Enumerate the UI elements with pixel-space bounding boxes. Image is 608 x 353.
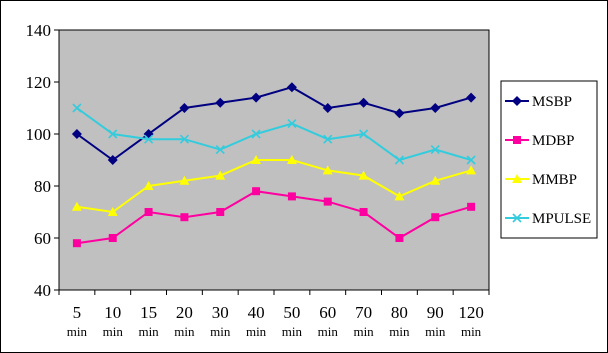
x-tick-label: 120 [458,303,484,322]
x-tick-unit: min [246,324,267,339]
y-tick-label: 80 [34,177,51,196]
data-point-mpulse [359,129,369,139]
data-point-mdbp [323,197,332,206]
data-point-mpulse [144,134,154,144]
data-point-mpulse [287,119,297,129]
data-point-mdbp [395,234,404,242]
x-tick-label: 5 [73,303,82,322]
data-point-mdbp [108,234,117,242]
data-point-mmbp [179,175,190,185]
x-tick-unit: min [138,324,159,339]
x-tick-label: 15 [140,303,157,322]
y-tick-label: 100 [26,125,52,144]
data-point-mdbp [216,208,225,216]
legend [500,80,598,239]
data-point-mpulse [466,155,476,165]
data-point-mdbp [144,208,153,216]
data-point-mdbp [180,213,189,222]
legend-marker-mmbp [512,174,522,183]
series-line-mpulse [76,107,472,162]
x-tick-label: 60 [319,303,336,322]
y-tick-label: 120 [26,73,52,92]
x-tick-unit: min [67,324,88,339]
legend-label-msbp: MSBP [532,94,572,110]
x-tick-label: 90 [427,303,444,322]
x-tick-unit: min [174,324,195,339]
legend-label-mdbp: MDBP [532,133,575,149]
legend-marker-msbp [512,96,522,106]
data-point-mdbp [287,192,296,201]
data-point-mmbp [322,165,333,175]
data-point-msbp [71,129,82,139]
data-point-mpulse [251,129,261,139]
data-point-mmbp [466,165,477,175]
x-tick-unit: min [210,324,231,339]
x-tick-unit: min [282,324,303,339]
data-point-mmbp [286,155,297,164]
data-point-mdbp [359,208,368,216]
data-point-mpulse [215,145,225,155]
legend-marker-mdbp [513,136,521,144]
data-point-mmbp [143,181,154,190]
x-tick-unit: min [425,324,446,339]
data-point-mpulse [323,134,333,144]
series-line-mdbp [76,190,472,245]
data-point-msbp [358,97,369,108]
data-point-mmbp [215,170,226,180]
data-point-mdbp [72,239,81,248]
data-point-mmbp [394,191,405,201]
x-tick-unit: min [353,324,374,339]
x-tick-label: 10 [104,303,121,322]
legend-marker-mpulse [512,213,522,223]
data-point-msbp [466,92,477,103]
data-point-msbp [107,155,118,165]
data-point-mmbp [358,170,369,180]
y-tick-label: 40 [34,281,51,300]
data-point-mpulse [179,134,189,144]
x-tick-label: 80 [391,303,408,322]
x-tick-label: 30 [212,303,229,322]
data-point-msbp [394,108,405,119]
data-point-mdbp [252,187,261,196]
data-point-mmbp [107,207,118,216]
data-point-mdbp [431,213,440,222]
x-tick-unit: min [103,324,124,339]
x-tick-unit: min [461,324,482,339]
data-point-msbp [322,103,333,113]
data-point-msbp [286,82,297,93]
data-point-msbp [251,92,262,103]
data-point-msbp [215,97,226,108]
data-point-mmbp [251,155,262,164]
data-point-mpulse [394,155,404,165]
legend-label-mpulse: MPULSE [532,211,591,227]
y-tick-label: 140 [26,21,52,40]
data-point-msbp [179,103,190,113]
data-point-mmbp [430,175,441,185]
x-tick-unit: min [389,324,410,339]
x-tick-label: 70 [355,303,372,322]
data-point-msbp [430,103,441,113]
legend-label-mmbp: MMBP [532,172,577,188]
series-line-mmbp [76,159,472,214]
data-point-mpulse [108,129,118,139]
x-tick-label: 40 [248,303,265,322]
data-point-mmbp [71,201,82,211]
x-tick-unit: min [318,324,339,339]
y-tick-label: 60 [34,229,51,248]
x-tick-label: 20 [176,303,193,322]
x-tick-label: 50 [283,303,300,322]
data-point-mpulse [72,103,82,113]
data-point-mpulse [430,145,440,155]
data-point-mdbp [467,202,476,211]
